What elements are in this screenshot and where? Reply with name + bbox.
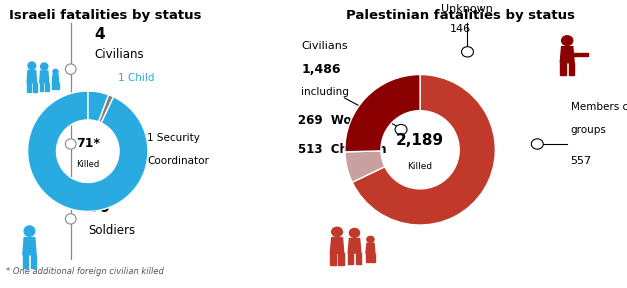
Text: 146: 146 bbox=[450, 24, 472, 34]
Circle shape bbox=[367, 236, 374, 242]
Circle shape bbox=[53, 69, 58, 74]
Circle shape bbox=[461, 47, 473, 57]
Circle shape bbox=[65, 139, 76, 149]
Circle shape bbox=[41, 63, 48, 70]
Text: Killed: Killed bbox=[76, 160, 100, 169]
Polygon shape bbox=[348, 253, 353, 264]
Text: 557: 557 bbox=[571, 156, 592, 166]
Polygon shape bbox=[23, 255, 28, 268]
Text: Killed: Killed bbox=[408, 162, 433, 171]
Wedge shape bbox=[28, 91, 148, 211]
Circle shape bbox=[332, 227, 342, 236]
Text: Soldiers: Soldiers bbox=[88, 224, 135, 237]
Text: 1 Security: 1 Security bbox=[147, 133, 200, 143]
Text: Unknown: Unknown bbox=[441, 4, 493, 14]
Text: Civilians: Civilians bbox=[94, 48, 144, 61]
Polygon shape bbox=[52, 75, 59, 83]
Text: including: including bbox=[302, 87, 349, 97]
Polygon shape bbox=[573, 53, 588, 56]
Wedge shape bbox=[345, 75, 420, 152]
Polygon shape bbox=[23, 238, 36, 255]
Text: 71*: 71* bbox=[76, 137, 100, 150]
Wedge shape bbox=[98, 95, 113, 123]
Polygon shape bbox=[330, 238, 344, 253]
Text: Civilians: Civilians bbox=[302, 41, 348, 51]
Text: 66: 66 bbox=[88, 200, 110, 215]
Polygon shape bbox=[56, 83, 59, 89]
Polygon shape bbox=[52, 83, 55, 89]
Circle shape bbox=[28, 62, 36, 69]
Polygon shape bbox=[356, 253, 361, 264]
Text: Palestinian fatalities by status: Palestinian fatalities by status bbox=[346, 9, 576, 22]
Text: 2,189: 2,189 bbox=[396, 133, 444, 148]
Polygon shape bbox=[339, 253, 344, 265]
Text: * One additional foreign civilian killed: * One additional foreign civilian killed bbox=[6, 268, 164, 276]
Wedge shape bbox=[88, 91, 108, 122]
Polygon shape bbox=[33, 83, 36, 92]
Text: 1,486: 1,486 bbox=[302, 62, 341, 76]
Circle shape bbox=[349, 228, 360, 237]
Polygon shape bbox=[45, 83, 49, 92]
Polygon shape bbox=[371, 254, 375, 262]
Text: 269  Women: 269 Women bbox=[298, 114, 380, 128]
Polygon shape bbox=[560, 63, 566, 75]
Text: Coordinator: Coordinator bbox=[147, 156, 209, 166]
Polygon shape bbox=[366, 243, 375, 254]
Circle shape bbox=[65, 64, 76, 74]
Polygon shape bbox=[40, 83, 43, 92]
Polygon shape bbox=[569, 63, 574, 75]
Text: 1 Child: 1 Child bbox=[118, 73, 154, 83]
Polygon shape bbox=[40, 71, 49, 83]
Text: 513  Children: 513 Children bbox=[298, 143, 386, 156]
Circle shape bbox=[24, 226, 34, 236]
Circle shape bbox=[562, 36, 573, 46]
Wedge shape bbox=[345, 151, 385, 182]
Wedge shape bbox=[352, 75, 495, 225]
Polygon shape bbox=[348, 238, 361, 253]
Polygon shape bbox=[31, 255, 36, 268]
Text: Members of armed: Members of armed bbox=[571, 102, 627, 111]
Polygon shape bbox=[366, 254, 369, 262]
Text: 4: 4 bbox=[94, 27, 105, 42]
Circle shape bbox=[531, 139, 543, 149]
Polygon shape bbox=[560, 47, 574, 63]
Text: groups: groups bbox=[571, 125, 606, 134]
Polygon shape bbox=[330, 253, 335, 265]
Text: Israeli fatalities by status: Israeli fatalities by status bbox=[9, 9, 201, 22]
Circle shape bbox=[65, 214, 76, 224]
Polygon shape bbox=[27, 83, 31, 92]
Circle shape bbox=[395, 124, 407, 135]
Polygon shape bbox=[27, 70, 36, 83]
